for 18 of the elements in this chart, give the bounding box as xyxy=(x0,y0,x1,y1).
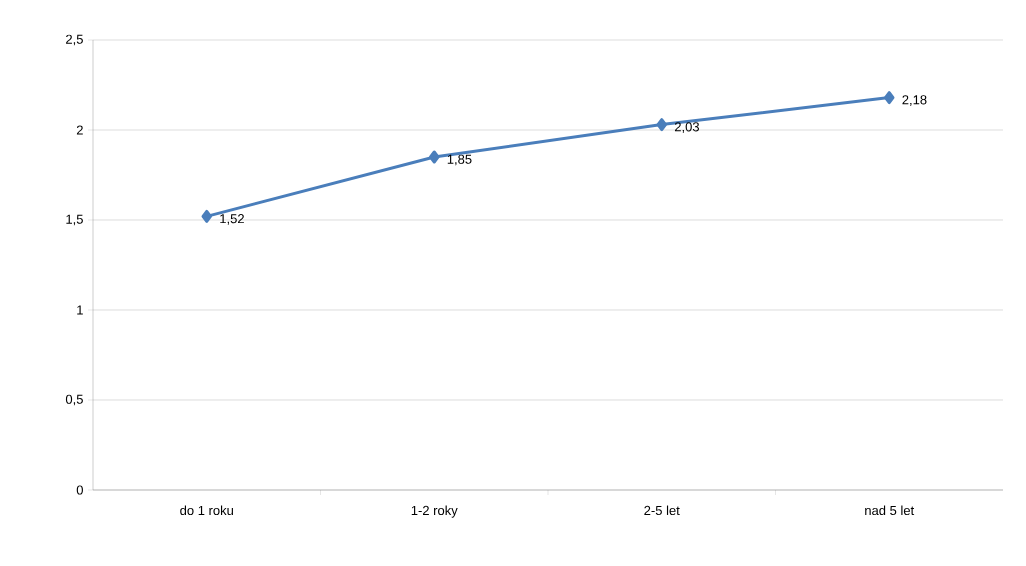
x-tick-label: 1-2 roky xyxy=(411,505,458,518)
y-tick-label: 1,5 xyxy=(66,214,83,226)
y-tick-label: 1 xyxy=(77,305,83,315)
point xyxy=(656,118,667,132)
y-tick-label: 0 xyxy=(76,485,83,495)
data-label: 2,18 xyxy=(902,95,927,106)
y-tick-label: 0,5 xyxy=(65,394,83,406)
point xyxy=(884,91,895,105)
data-label: 1,85 xyxy=(447,154,472,166)
x-tick-label: do 1 roku xyxy=(180,505,233,516)
y-tick-label: 2 xyxy=(76,125,83,135)
point xyxy=(429,150,440,164)
data-label: 1,52 xyxy=(220,214,244,225)
x-tick-label: 2-5 let xyxy=(644,505,680,516)
x-tick-label: nad 5 let xyxy=(865,505,915,516)
data-label: 2,03 xyxy=(674,122,700,133)
y-tick-label: 2,5 xyxy=(66,34,83,46)
point xyxy=(201,209,212,223)
